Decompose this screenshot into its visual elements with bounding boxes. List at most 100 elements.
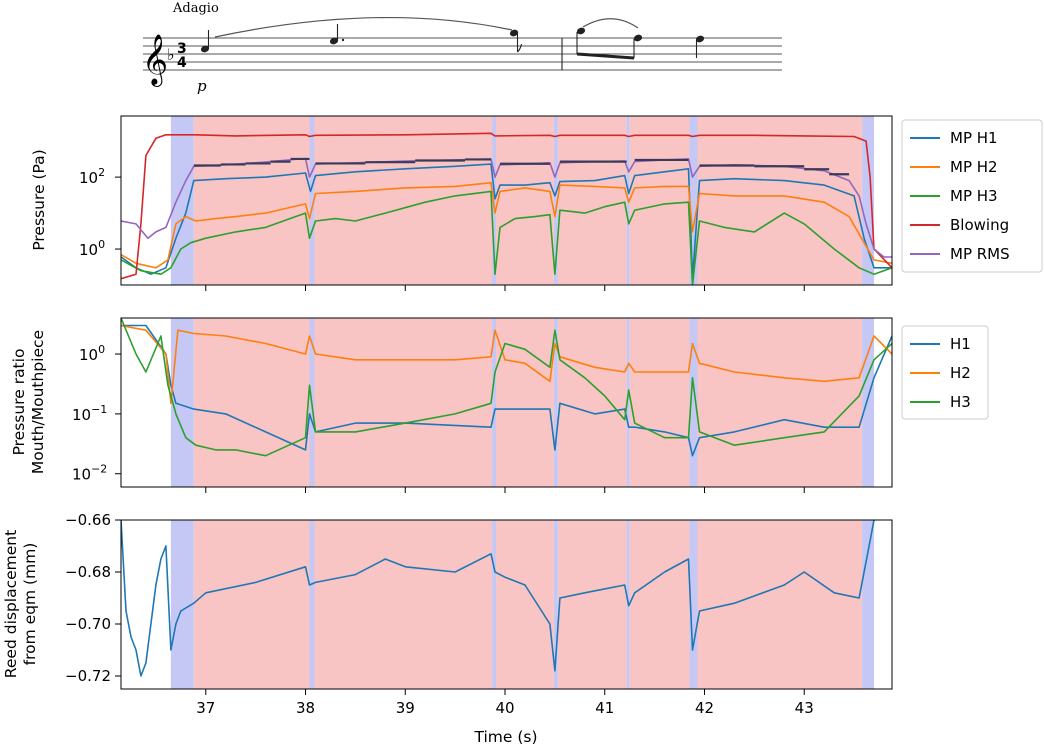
tone-region: [496, 520, 554, 689]
tone-region: [496, 116, 554, 285]
panel-ratio-shading: [170, 318, 875, 487]
tempo-marking: Adagio: [172, 1, 219, 16]
panel-pressure: 100 102 Pressure (Pa) MP H1 MP H2 MP H3 Blo…: [30, 115, 1043, 291]
tone-region: [557, 520, 627, 689]
transition-region: [862, 520, 875, 689]
panel-pressure-lines: [121, 132, 892, 285]
panel-reed-frame: [120, 519, 893, 690]
x-axis-label: Time (s): [473, 728, 537, 746]
panel-ratio-ytick-label: 100: [79, 343, 105, 364]
transition-region: [553, 116, 558, 285]
series-mp-h3: [121, 190, 892, 285]
tone-region: [557, 318, 627, 487]
x-tick-label: 43: [795, 699, 814, 717]
tie-slur: [582, 18, 639, 29]
transition-region: [553, 318, 558, 487]
panel-reed-xticks: 37 38 39 40 41 42 43: [196, 689, 814, 717]
legend-pressure: MP H1 MP H2 MP H3 Blowing MP RMS: [901, 119, 1043, 273]
panel-pressure-frame: [120, 115, 893, 286]
panel-pressure-shading: [170, 116, 875, 285]
legend-label: MP H3: [950, 187, 998, 205]
panel-ratio-xticks: [205, 487, 805, 493]
x-tick-label: 38: [296, 699, 315, 717]
panel-ratio-ytick-label: 10−2: [72, 463, 107, 484]
panel-reed-ylabel-line2: from eqm (mm): [21, 543, 39, 666]
x-tick-label: 37: [196, 699, 215, 717]
y-tick-label: −0.70: [65, 615, 111, 633]
y-tick-label: −0.66: [65, 511, 111, 529]
legend-label: MP H1: [950, 129, 998, 147]
panel-pressure-ylabel: Pressure (Pa): [30, 149, 48, 250]
flat-sign-icon: ♭: [167, 45, 175, 64]
x-tick-label: 42: [695, 699, 714, 717]
transition-region: [170, 318, 194, 487]
legend-label: H1: [950, 335, 971, 353]
tone-region: [314, 520, 493, 689]
tone-region: [697, 520, 863, 689]
tone-region: [314, 116, 493, 285]
panel-reed-lines: [121, 520, 875, 677]
series-mp-h1: [121, 163, 892, 280]
legend-label: Blowing: [950, 216, 1009, 234]
legend-pressure-frame: [901, 119, 1043, 273]
x-tick-label: 41: [595, 699, 614, 717]
transition-region: [170, 116, 194, 285]
dynamic-marking: p: [197, 77, 207, 95]
legend-label: H2: [950, 364, 971, 382]
time-signature-bottom: 4: [177, 55, 187, 71]
panel-ratio-yticks: 10−2 10−1 100: [72, 343, 121, 484]
x-tick-label: 40: [495, 699, 514, 717]
transition-region: [492, 520, 497, 689]
x-tick-label: 39: [396, 699, 415, 717]
series-blowing: [121, 132, 892, 280]
staff-lines: [143, 37, 782, 71]
legend-ratio-frame: [901, 325, 989, 420]
panel-ratio-ytick-label: 10−1: [72, 403, 107, 424]
panel-ratio-ylabel: Pressure ratio Mouth/Mouthpiece: [10, 330, 47, 474]
note-1: [200, 30, 210, 53]
musical-score: Adagio 𝄞 ♭ 3 4 p: [142, 1, 782, 95]
panel-reed-shading: [170, 520, 875, 689]
tone-region: [557, 116, 627, 285]
panel-pressure-ytick-label: 102: [79, 166, 105, 187]
legend-label: MP RMS: [950, 245, 1010, 263]
beamed-notes: [576, 27, 643, 60]
transition-region: [689, 520, 698, 689]
series-reed-displacement: [121, 520, 875, 677]
tone-region: [629, 116, 690, 285]
tone-region: [314, 318, 493, 487]
panel-reed-yticks: −0.72 −0.70 −0.68 −0.66: [65, 511, 121, 685]
transition-region: [689, 116, 698, 285]
panel-pressure-ytick-label: 100: [79, 238, 105, 259]
legend-label: MP H2: [950, 158, 998, 176]
transition-region: [492, 318, 497, 487]
panel-reed-ylabel-line1: Reed displacement: [2, 530, 20, 678]
phrase-slur: [214, 16, 513, 38]
y-tick-label: −0.68: [65, 563, 111, 581]
series-h3: [121, 318, 892, 457]
series-h2: [121, 324, 892, 405]
panel-ratio: 10−2 10−1 100 Pressure ratio Mouth/Mouth…: [10, 317, 989, 493]
tone-region: [697, 116, 863, 285]
time-signature-top: 3: [177, 41, 187, 57]
transition-region: [862, 116, 875, 285]
note-3: [509, 29, 523, 53]
y-tick-label: −0.72: [65, 667, 111, 685]
transition-region: [689, 318, 698, 487]
tone-region: [697, 318, 863, 487]
treble-clef-icon: 𝄞: [142, 34, 168, 87]
panel-ratio-lines: [121, 318, 892, 457]
transition-region: [309, 520, 315, 689]
legend-ratio: H1 H2 H3: [901, 325, 989, 420]
tone-region: [629, 318, 690, 487]
transition-region: [170, 520, 194, 689]
legend-label: H3: [950, 393, 971, 411]
panel-ratio-frame: [120, 317, 893, 488]
panel-pressure-xticks: [205, 285, 805, 291]
note-2: [329, 24, 345, 45]
note-4: [695, 35, 705, 58]
tone-region: [629, 520, 690, 689]
transition-region: [862, 318, 875, 487]
